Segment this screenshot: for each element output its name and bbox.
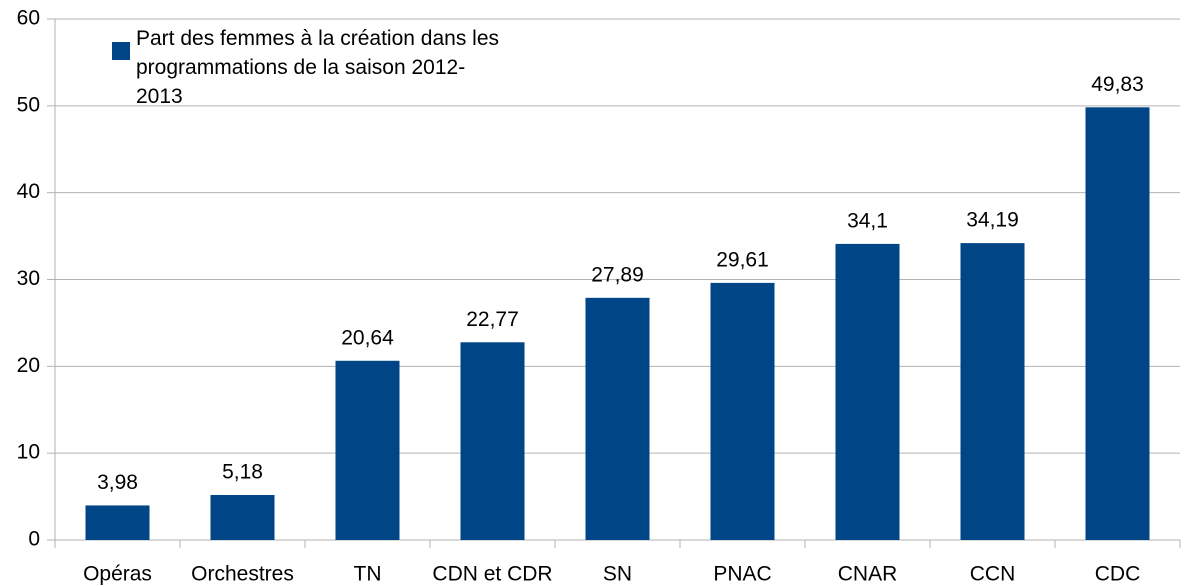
value-label: 49,83 [1091,73,1144,96]
bar [210,495,275,540]
x-tick-label: CCN [970,563,1016,586]
legend: Part des femmes à la création dans les p… [136,27,500,108]
x-tick-label: CDC [1095,563,1141,586]
bar [710,282,775,540]
legend-swatch [112,42,130,60]
x-tick-label: Orchestres [191,563,294,586]
x-tick-label: Opéras [83,563,152,586]
value-label: 27,89 [591,263,644,286]
value-label: 34,1 [847,209,888,232]
value-label: 34,19 [966,209,1019,232]
bar [85,505,150,540]
bar [460,342,525,540]
bar [585,297,650,540]
y-tick-label: 10 [17,441,40,464]
y-tick-label: 30 [17,267,40,290]
x-tick-label: TN [354,563,382,586]
x-tick-label: CDN et CDR [432,563,552,586]
value-label: 5,18 [222,461,263,484]
x-tick-label: CNAR [838,563,898,586]
bar [960,243,1025,541]
y-tick-label: 20 [17,354,40,377]
y-tick-label: 0 [28,528,40,551]
y-tick-label: 50 [17,93,40,116]
bar [835,243,900,541]
y-tick-label: 60 [17,7,40,30]
bar [335,360,400,540]
value-label: 22,77 [466,308,519,331]
x-tick-label: PNAC [713,563,771,586]
value-label: 20,64 [341,326,394,349]
y-tick-label: 40 [17,180,40,203]
legend-label: Part des femmes à la création dans les p… [136,27,500,108]
value-label: 3,98 [97,471,138,494]
x-tick-label: SN [603,563,632,586]
bar [1085,107,1150,540]
value-label: 29,61 [716,248,769,271]
